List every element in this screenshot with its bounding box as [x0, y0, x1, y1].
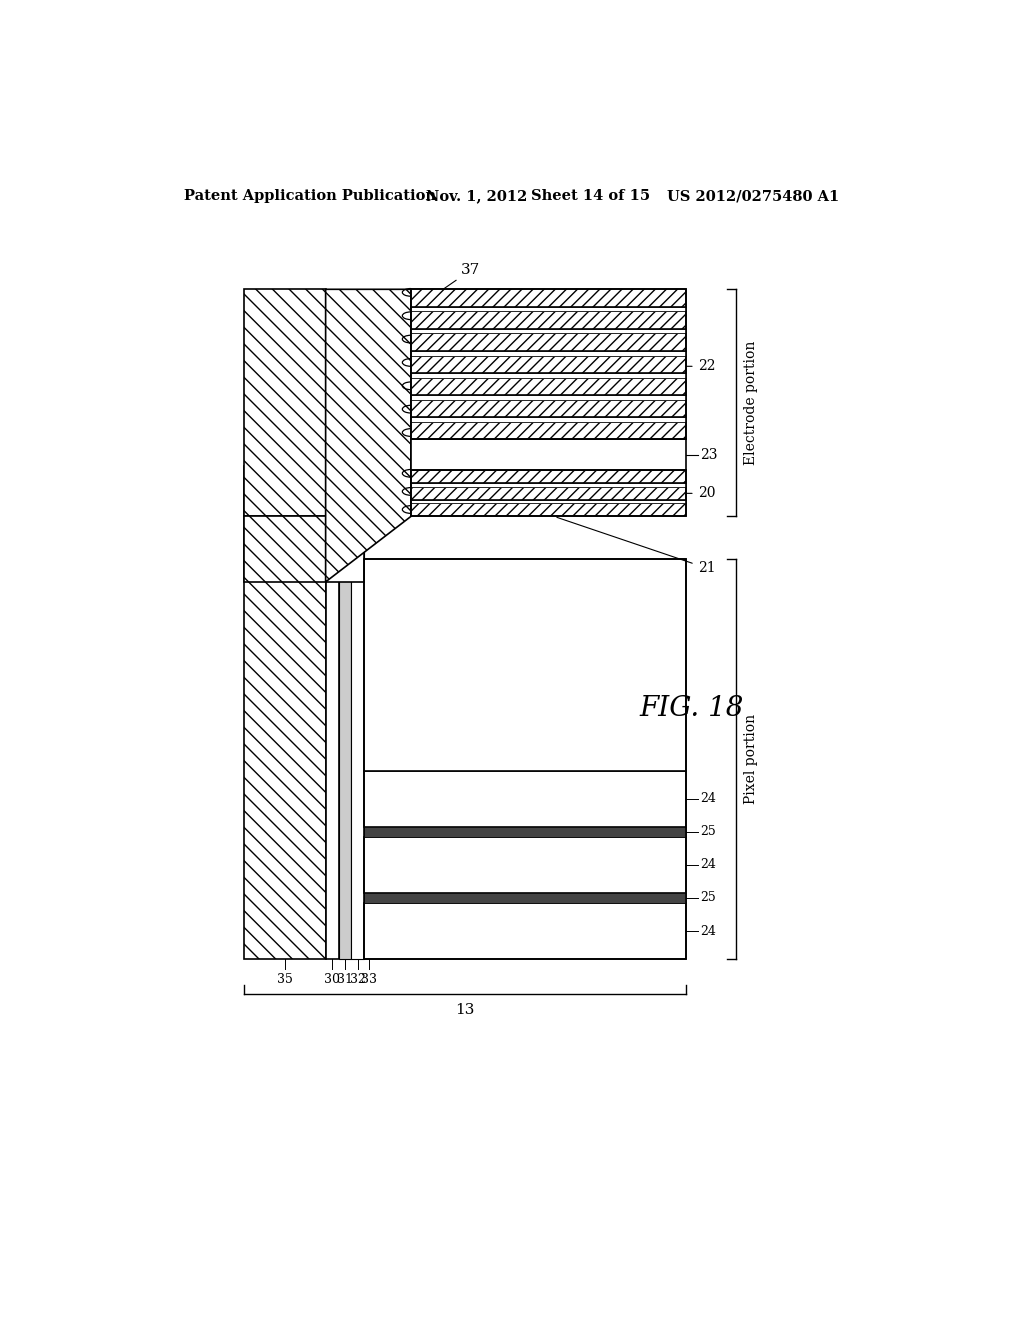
Text: 21: 21	[557, 517, 715, 576]
Bar	[411, 400, 686, 417]
Text: 31: 31	[337, 973, 353, 986]
Bar	[411, 503, 686, 516]
Bar	[411, 395, 686, 400]
Bar	[411, 417, 686, 422]
Bar	[411, 483, 686, 487]
Bar	[351, 466, 365, 960]
Text: Patent Application Publication: Patent Application Publication	[183, 189, 436, 203]
Bar	[411, 308, 686, 312]
Text: 24: 24	[700, 924, 716, 937]
Text: 25: 25	[700, 891, 716, 904]
Text: 23: 23	[700, 447, 718, 462]
Bar	[411, 487, 686, 500]
Bar	[365, 903, 686, 960]
Text: 33: 33	[361, 973, 377, 986]
Bar	[365, 558, 686, 960]
Bar	[411, 440, 686, 470]
Bar	[339, 466, 351, 960]
Bar	[365, 771, 686, 826]
Text: Sheet 14 of 15: Sheet 14 of 15	[531, 189, 650, 203]
Text: Pixel portion: Pixel portion	[744, 714, 758, 804]
Text: FIG. 18: FIG. 18	[640, 696, 743, 722]
Text: 20: 20	[673, 486, 715, 500]
Bar	[365, 894, 686, 903]
Bar	[326, 466, 339, 960]
Text: 30: 30	[325, 973, 340, 986]
Text: 24: 24	[700, 858, 716, 871]
Bar	[365, 826, 686, 837]
Bar	[411, 374, 686, 378]
Bar	[411, 378, 686, 395]
Bar	[411, 329, 686, 334]
Text: 13: 13	[456, 1003, 475, 1018]
Bar	[411, 334, 686, 351]
Bar	[411, 351, 686, 355]
Text: Electrode portion: Electrode portion	[744, 341, 758, 465]
Bar	[411, 289, 686, 308]
Text: 22: 22	[673, 359, 715, 374]
Bar	[411, 355, 686, 374]
Bar	[411, 289, 686, 440]
Text: Nov. 1, 2012: Nov. 1, 2012	[426, 189, 527, 203]
Text: 35: 35	[278, 973, 293, 986]
Bar	[411, 470, 686, 516]
Text: 24: 24	[700, 792, 716, 805]
Bar	[411, 422, 686, 440]
Bar	[411, 500, 686, 503]
Polygon shape	[326, 289, 411, 582]
Text: 32: 32	[350, 973, 366, 986]
Bar	[365, 837, 686, 894]
Text: US 2012/0275480 A1: US 2012/0275480 A1	[667, 189, 839, 203]
Bar	[411, 470, 686, 483]
Bar	[411, 312, 686, 329]
Bar	[245, 466, 326, 960]
Text: 25: 25	[700, 825, 716, 838]
Bar	[326, 516, 365, 582]
Text: 37: 37	[429, 263, 480, 300]
Bar	[365, 558, 686, 771]
Bar	[245, 289, 326, 516]
Bar	[245, 516, 326, 582]
